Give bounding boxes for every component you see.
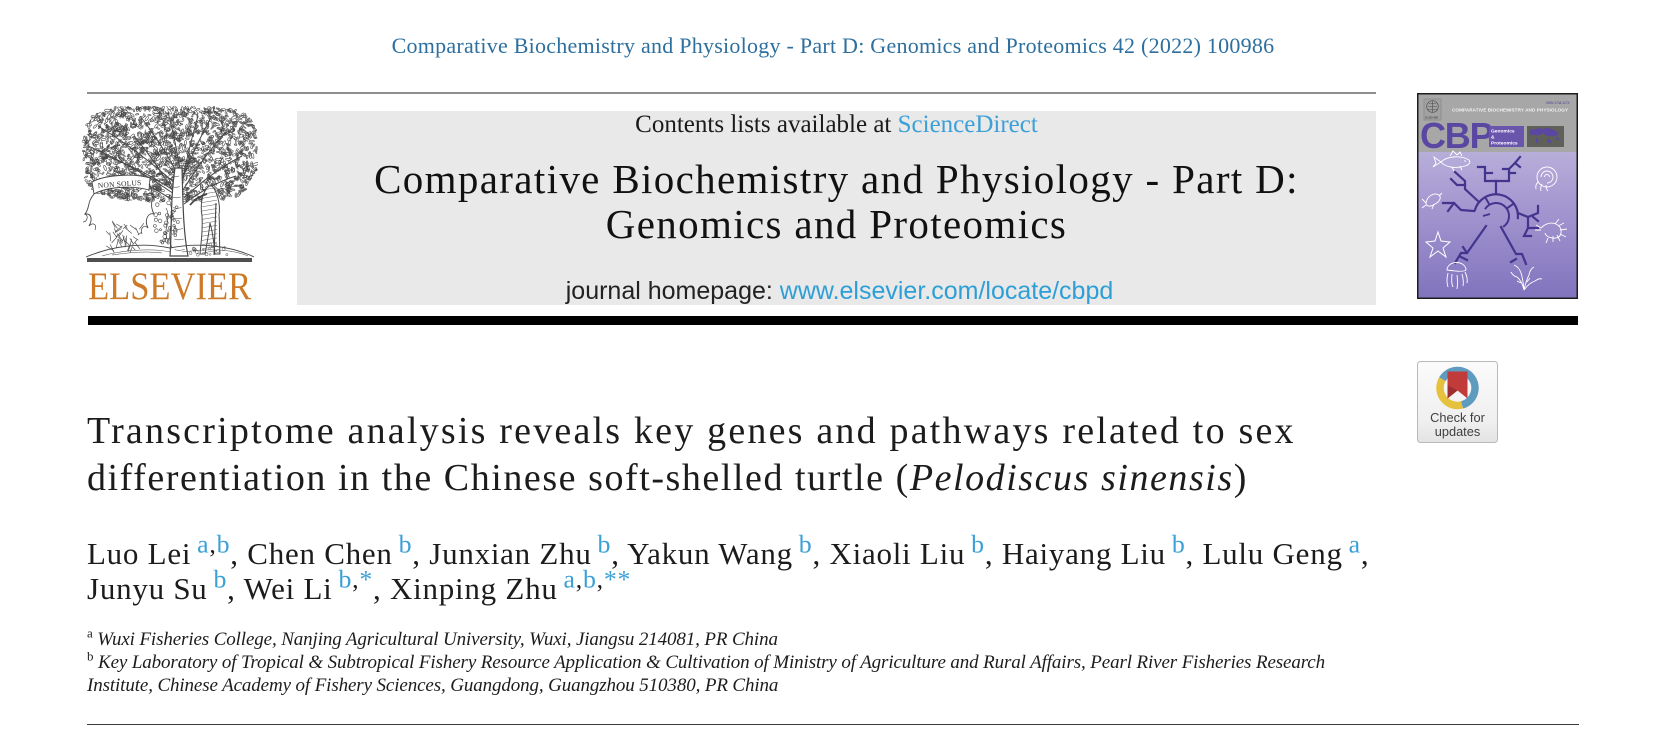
svg-text:Genomics: Genomics: [1491, 129, 1515, 135]
svg-text:&: &: [1491, 135, 1495, 141]
svg-text:CBP: CBP: [1420, 115, 1493, 156]
svg-text:ISSN 1744-117X: ISSN 1744-117X: [1546, 101, 1571, 105]
svg-text:COMPARATIVE BIOCHEMISTRY AND P: COMPARATIVE BIOCHEMISTRY AND PHYSIOLOGY: [1452, 108, 1568, 113]
svg-text:Check for: Check for: [1430, 410, 1486, 425]
svg-text:ELSEVIER: ELSEVIER: [1425, 116, 1438, 120]
svg-text:updates: updates: [1435, 424, 1481, 439]
svg-text:NON SOLUS: NON SOLUS: [98, 178, 142, 190]
svg-text:Proteomics: Proteomics: [1491, 141, 1518, 147]
